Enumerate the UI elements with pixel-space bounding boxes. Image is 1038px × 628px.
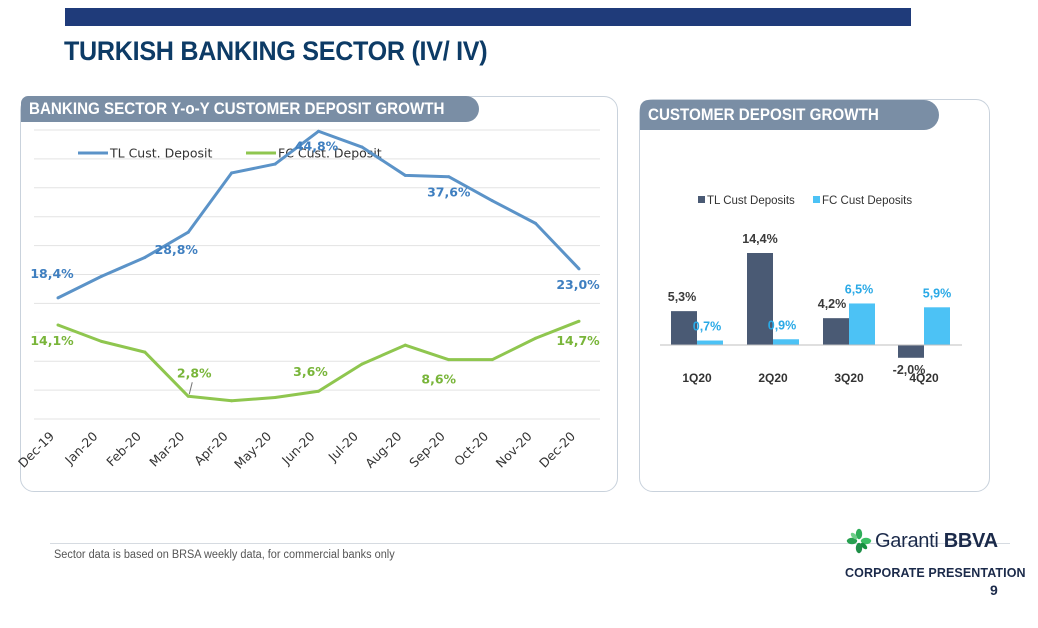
bar-chart-x-ticks: 1Q20 2Q20 3Q20 4Q20	[682, 371, 939, 385]
data-point	[360, 362, 364, 366]
data-point	[56, 323, 60, 327]
fc-bar	[773, 339, 799, 345]
garanti-bbva-logo: Garanti BBVA	[846, 528, 998, 554]
bar-data-label: 6,5%	[845, 282, 874, 296]
data-point	[403, 343, 407, 347]
data-label: 8,6%	[421, 372, 456, 387]
x-tick-label: 1Q20	[682, 371, 712, 385]
data-point	[99, 339, 103, 343]
legend-label: TL Cust. Deposit	[109, 146, 212, 161]
bar-data-label: -2,0%	[893, 363, 926, 377]
line-chart-gridlines	[34, 129, 600, 420]
data-point	[230, 399, 234, 403]
line-chart-legend: TL Cust. Deposit FC Cust. Deposit	[78, 146, 382, 161]
data-label: 28,8%	[155, 242, 199, 257]
bar-data-label: 0,9%	[768, 318, 797, 332]
data-point	[447, 358, 451, 362]
page-title: TURKISH BANKING SECTOR (IV/ IV)	[64, 36, 488, 66]
fc-bar	[849, 303, 875, 345]
logo-wordmark: Garanti BBVA	[875, 530, 998, 553]
x-tick-label: 3Q20	[834, 371, 864, 385]
data-label: 23,0%	[556, 277, 600, 292]
data-label: 14,1%	[30, 333, 74, 348]
footnote: Sector data is based on BRSA weekly data…	[54, 549, 395, 561]
label-leader-line	[188, 382, 193, 395]
tl-bar	[823, 318, 849, 345]
tl-bar	[671, 311, 697, 345]
data-label: 18,4%	[30, 266, 74, 281]
data-point	[317, 389, 320, 393]
deposit-growth-line-panel	[20, 96, 618, 492]
data-point	[99, 274, 103, 278]
x-tick-label: 4Q20	[909, 371, 939, 385]
bar-chart-title: CUSTOMER DEPOSIT GROWTH	[648, 105, 879, 124]
bar-chart-bars	[671, 253, 950, 358]
data-point	[143, 255, 147, 259]
deposit-growth-bar-panel	[639, 99, 990, 492]
logo-text-garanti: Garanti	[875, 529, 939, 552]
footer-divider	[50, 543, 1010, 544]
data-point	[577, 319, 581, 323]
data-point	[317, 129, 320, 133]
bar-chart-header: CUSTOMER DEPOSIT GROWTH	[640, 100, 939, 130]
top-banner-bar	[65, 8, 911, 26]
data-point	[490, 199, 494, 203]
data-point	[273, 396, 277, 400]
data-point	[56, 296, 60, 300]
line-chart-series	[56, 129, 581, 403]
data-point	[360, 145, 364, 149]
logo-text-bbva: BBVA	[943, 529, 998, 552]
data-point	[447, 175, 451, 179]
legend-label: FC Cust Deposits	[822, 195, 912, 207]
data-point	[186, 394, 190, 398]
data-point	[186, 230, 190, 234]
data-point	[273, 162, 277, 166]
corporate-presentation-label: CORPORATE PRESENTATION	[845, 566, 1026, 580]
data-point	[577, 267, 581, 271]
bar-chart-data-labels: 5,3% 14,4% 4,2% -2,0% 0,7% 0,9% 6,5% 5,9%	[668, 232, 952, 377]
bar-data-label: 4,2%	[818, 297, 847, 311]
data-label: 44,8%	[295, 138, 339, 153]
legend-label: FC Cust. Deposit	[278, 146, 382, 161]
data-point	[490, 358, 494, 362]
bar-chart-legend: TL Cust Deposits FC Cust Deposits	[698, 195, 912, 207]
bar-data-label: 0,7%	[693, 320, 722, 334]
line-chart-header: BANKING SECTOR Y-o-Y CUSTOMER DEPOSIT GR…	[21, 96, 479, 122]
line-chart-data-labels: 18,4% 28,8% 44,8% 37,6% 23,0% 14,1% 2,8% 3,6% 8,…	[30, 138, 600, 395]
bar-data-label: 5,3%	[668, 290, 697, 304]
tl-bar	[747, 253, 773, 345]
data-label: 3,6%	[293, 364, 328, 379]
data-label: 2,8%	[177, 365, 212, 380]
data-label: 37,6%	[427, 185, 471, 200]
clover-logo-icon	[846, 528, 872, 554]
bar-data-label: 14,4%	[742, 232, 777, 246]
tl-bar	[898, 345, 924, 358]
line-chart-title: BANKING SECTOR Y-o-Y CUSTOMER DEPOSIT GR…	[29, 99, 445, 118]
legend-swatch	[813, 196, 820, 203]
legend-swatch	[698, 196, 705, 203]
data-point	[230, 171, 234, 175]
bar-data-label: 5,9%	[923, 286, 952, 300]
data-point	[143, 350, 147, 354]
data-point	[403, 173, 407, 177]
data-point	[534, 221, 538, 225]
page-number: 9	[990, 582, 998, 598]
data-label: 14,7%	[556, 333, 600, 348]
x-tick-label: 2Q20	[758, 371, 788, 385]
fc-bar	[924, 307, 950, 345]
legend-label: TL Cust Deposits	[707, 195, 795, 207]
data-point	[534, 336, 538, 340]
fc-bar	[697, 340, 723, 345]
